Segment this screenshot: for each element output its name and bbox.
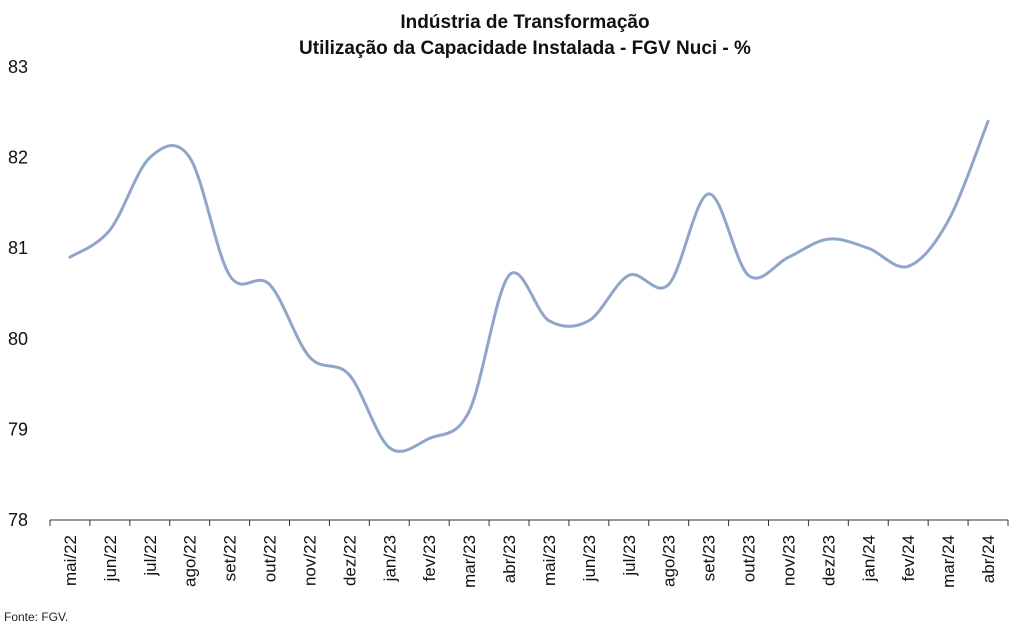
x-tick-label: ago/22 [181,535,200,587]
data-point [468,410,471,413]
y-tick-label: 81 [8,238,28,258]
x-tick-label: set/22 [221,535,240,581]
x-tick-label: nov/23 [779,535,798,586]
x-tick-label: mai/22 [61,535,80,586]
data-point [707,192,710,195]
x-tick-label: set/23 [700,535,719,581]
data-point [308,355,311,358]
y-tick-label: 78 [8,510,28,530]
y-tick-label: 79 [8,419,28,439]
x-tick-label: abr/24 [979,535,998,583]
x-tick-label: jul/22 [141,535,160,577]
x-tick-label: mar/23 [460,535,479,588]
data-point [388,446,391,449]
x-tick-label: fev/23 [420,535,439,581]
data-point [947,220,950,223]
data-point [148,156,151,159]
x-axis: mai/22 jun/22 jul/22 ago/22 set/22 out/22 nov/… [49,519,1009,588]
data-point [348,374,351,377]
data-point [268,283,271,286]
x-tick-label: mai/23 [540,535,559,586]
data-point [547,319,550,322]
x-tick-label: abr/23 [500,535,519,583]
x-tick-label: jun/22 [101,535,120,582]
x-tick-label: out/23 [740,535,759,582]
data-point [867,247,870,250]
y-axis: 78 79 80 81 82 83 [8,57,28,530]
data-point [68,256,71,259]
source-note: Fonte: FGV. [4,610,69,624]
chart-title: Indústria de Transformação [400,12,650,33]
x-tick-label: mar/24 [939,535,958,588]
data-point [428,437,431,440]
data-point [907,265,910,268]
data-point [188,156,191,159]
series-layer [68,119,990,453]
data-point [987,120,990,123]
x-tick-label: ago/23 [660,535,679,587]
data-point [587,319,590,322]
data-point [627,274,630,277]
data-point [747,274,750,277]
data-point [787,256,790,259]
data-point [108,229,111,232]
data-point [228,274,231,277]
chart-title-block: Indústria de Transformação Utilização da… [0,10,1011,62]
x-tick-label: jan/23 [380,535,399,582]
data-point [508,274,511,277]
x-tick-label: out/22 [261,535,280,582]
x-tick-label: dez/23 [819,535,838,586]
chart-subtitle: Utilização da Capacidade Instalada - FGV… [299,38,751,59]
y-tick-label: 80 [8,329,28,349]
x-tick-label: dez/22 [340,535,359,586]
x-tick-label: jun/23 [580,535,599,582]
x-tick-label: jan/24 [859,535,878,582]
x-tick-label: fev/24 [899,535,918,581]
data-point [667,283,670,286]
x-tick-label: jul/23 [620,535,639,577]
y-tick-label: 82 [8,148,28,168]
series-line-nuci [68,119,990,453]
y-tick-label: 83 [8,57,28,77]
data-point [827,238,830,241]
x-tick-label: nov/22 [300,535,319,586]
